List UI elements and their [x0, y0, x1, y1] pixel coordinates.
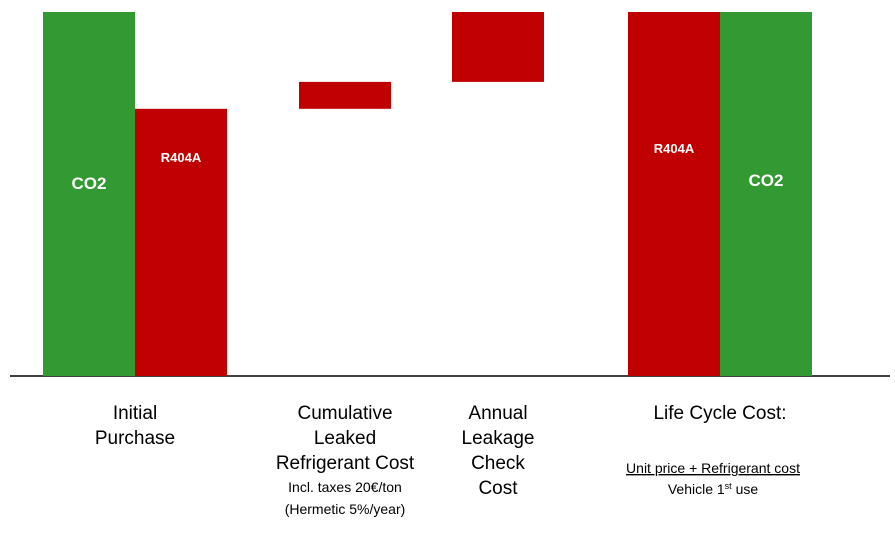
- bar: [43, 12, 135, 376]
- note: Unit price + Refrigerant cost: [626, 460, 800, 476]
- bar-label: CO2: [72, 174, 107, 193]
- bar-label: R404A: [654, 141, 695, 156]
- note: Incl. taxes 20€/ton: [288, 479, 402, 495]
- x-tick-label: Annual: [468, 403, 527, 424]
- note: (Hermetic 5%/year): [285, 501, 406, 517]
- note-part: Vehicle 1: [668, 481, 725, 497]
- note-part: st: [725, 481, 733, 491]
- x-tick-label: Life Cycle Cost:: [653, 403, 786, 424]
- x-tick-label: Cumulative: [297, 403, 392, 424]
- x-tick-label: Refrigerant Cost: [276, 453, 415, 474]
- x-tick-label: Purchase: [95, 428, 175, 449]
- bar: [452, 12, 544, 82]
- x-tick-label: Cost: [478, 478, 518, 499]
- bar: [135, 108, 227, 376]
- bar-label: CO2: [749, 171, 784, 190]
- note-part: use: [732, 481, 759, 497]
- note: Vehicle 1st use: [668, 481, 759, 497]
- bar: [720, 12, 812, 376]
- bar: [299, 81, 391, 109]
- x-tick-label: Leakage: [462, 428, 535, 449]
- x-tick-label: Leaked: [314, 428, 376, 449]
- bar: [628, 12, 720, 376]
- x-tick-label: Initial: [113, 403, 157, 424]
- bar-label: R404A: [161, 150, 202, 165]
- x-tick-label: Check: [471, 453, 525, 474]
